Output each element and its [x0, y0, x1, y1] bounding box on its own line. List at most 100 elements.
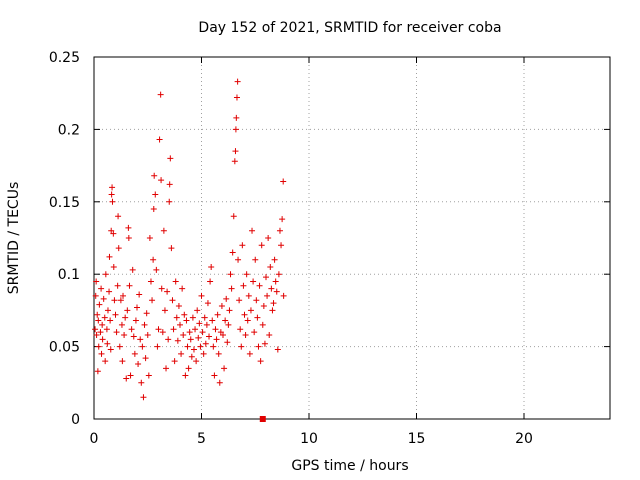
data-point — [115, 245, 122, 252]
data-point — [99, 336, 106, 343]
data-point — [257, 358, 264, 365]
data-point — [150, 206, 157, 213]
data-point — [118, 321, 125, 328]
data-point — [117, 297, 124, 304]
data-point — [108, 191, 115, 198]
data-point — [119, 358, 126, 365]
data-point — [94, 368, 101, 375]
data-point — [253, 297, 260, 304]
data-point — [258, 242, 265, 249]
y-tick-label: 0 — [71, 412, 80, 428]
data-point — [104, 307, 111, 314]
data-point — [278, 242, 285, 249]
data-points — [92, 78, 287, 422]
data-point — [159, 329, 166, 336]
data-point — [143, 310, 150, 317]
data-point — [93, 278, 100, 285]
data-point — [221, 365, 228, 372]
data-point — [233, 94, 240, 101]
data-point — [174, 337, 181, 344]
data-point — [213, 336, 220, 343]
data-point — [135, 360, 142, 367]
data-point — [112, 311, 119, 318]
data-point — [166, 198, 173, 205]
data-point — [200, 350, 207, 357]
data-point — [227, 271, 234, 278]
data-point — [225, 321, 232, 328]
data-point — [153, 266, 160, 273]
data-point — [185, 365, 192, 372]
data-point — [163, 365, 170, 372]
data-point — [184, 343, 191, 350]
data-point — [155, 326, 162, 333]
data-point — [107, 317, 114, 324]
data-point — [188, 353, 195, 360]
data-point — [102, 271, 109, 278]
data-point — [264, 292, 271, 299]
data-point — [95, 317, 102, 324]
y-tick-label: 0.05 — [49, 340, 80, 356]
data-point — [242, 332, 249, 339]
data-point — [232, 126, 239, 133]
data-point — [196, 320, 203, 327]
data-point — [145, 372, 152, 379]
data-point — [137, 336, 144, 343]
data-point — [186, 329, 193, 336]
data-point — [194, 307, 201, 314]
data-point — [247, 307, 254, 314]
data-point — [183, 317, 190, 324]
data-point — [158, 177, 165, 184]
data-point — [265, 235, 272, 241]
data-point — [256, 282, 263, 289]
data-point — [237, 326, 244, 333]
data-point — [218, 303, 225, 310]
data-point — [199, 329, 206, 336]
data-point — [189, 314, 196, 321]
data-point — [129, 266, 136, 273]
data-point — [216, 379, 223, 386]
data-point — [235, 256, 242, 263]
data-point — [250, 278, 257, 285]
data-point — [120, 292, 127, 299]
data-point — [109, 184, 116, 191]
data-point — [150, 256, 157, 263]
data-point — [106, 288, 113, 295]
data-point — [275, 271, 282, 278]
data-point — [97, 329, 104, 336]
data-point — [134, 304, 140, 311]
data-point — [195, 334, 202, 341]
data-point — [151, 172, 158, 179]
data-point — [139, 343, 146, 350]
data-point — [93, 332, 100, 339]
data-point — [169, 297, 176, 304]
data-point — [270, 300, 277, 307]
data-point — [141, 321, 148, 328]
data-point — [178, 350, 185, 357]
data-point — [212, 326, 219, 333]
data-point — [140, 394, 147, 401]
data-point — [111, 297, 118, 304]
data-point — [255, 343, 262, 350]
data-point — [234, 78, 241, 85]
data-point — [279, 216, 286, 223]
grid — [94, 57, 610, 419]
data-point — [197, 343, 204, 350]
x-tick-label: 10 — [300, 431, 318, 447]
data-point — [233, 114, 240, 121]
data-point — [276, 227, 283, 234]
data-point — [229, 249, 236, 256]
data-point — [211, 372, 218, 379]
data-point — [251, 329, 258, 336]
data-point — [113, 329, 120, 336]
data-point — [240, 282, 247, 289]
data-point — [179, 285, 186, 292]
data-point — [252, 256, 259, 263]
data-point — [121, 332, 128, 339]
data-point — [232, 148, 239, 155]
data-point — [146, 235, 153, 241]
data-point — [125, 224, 132, 231]
data-point — [271, 256, 278, 263]
data-point — [239, 242, 246, 249]
data-point — [130, 333, 137, 340]
data-point — [98, 285, 105, 292]
